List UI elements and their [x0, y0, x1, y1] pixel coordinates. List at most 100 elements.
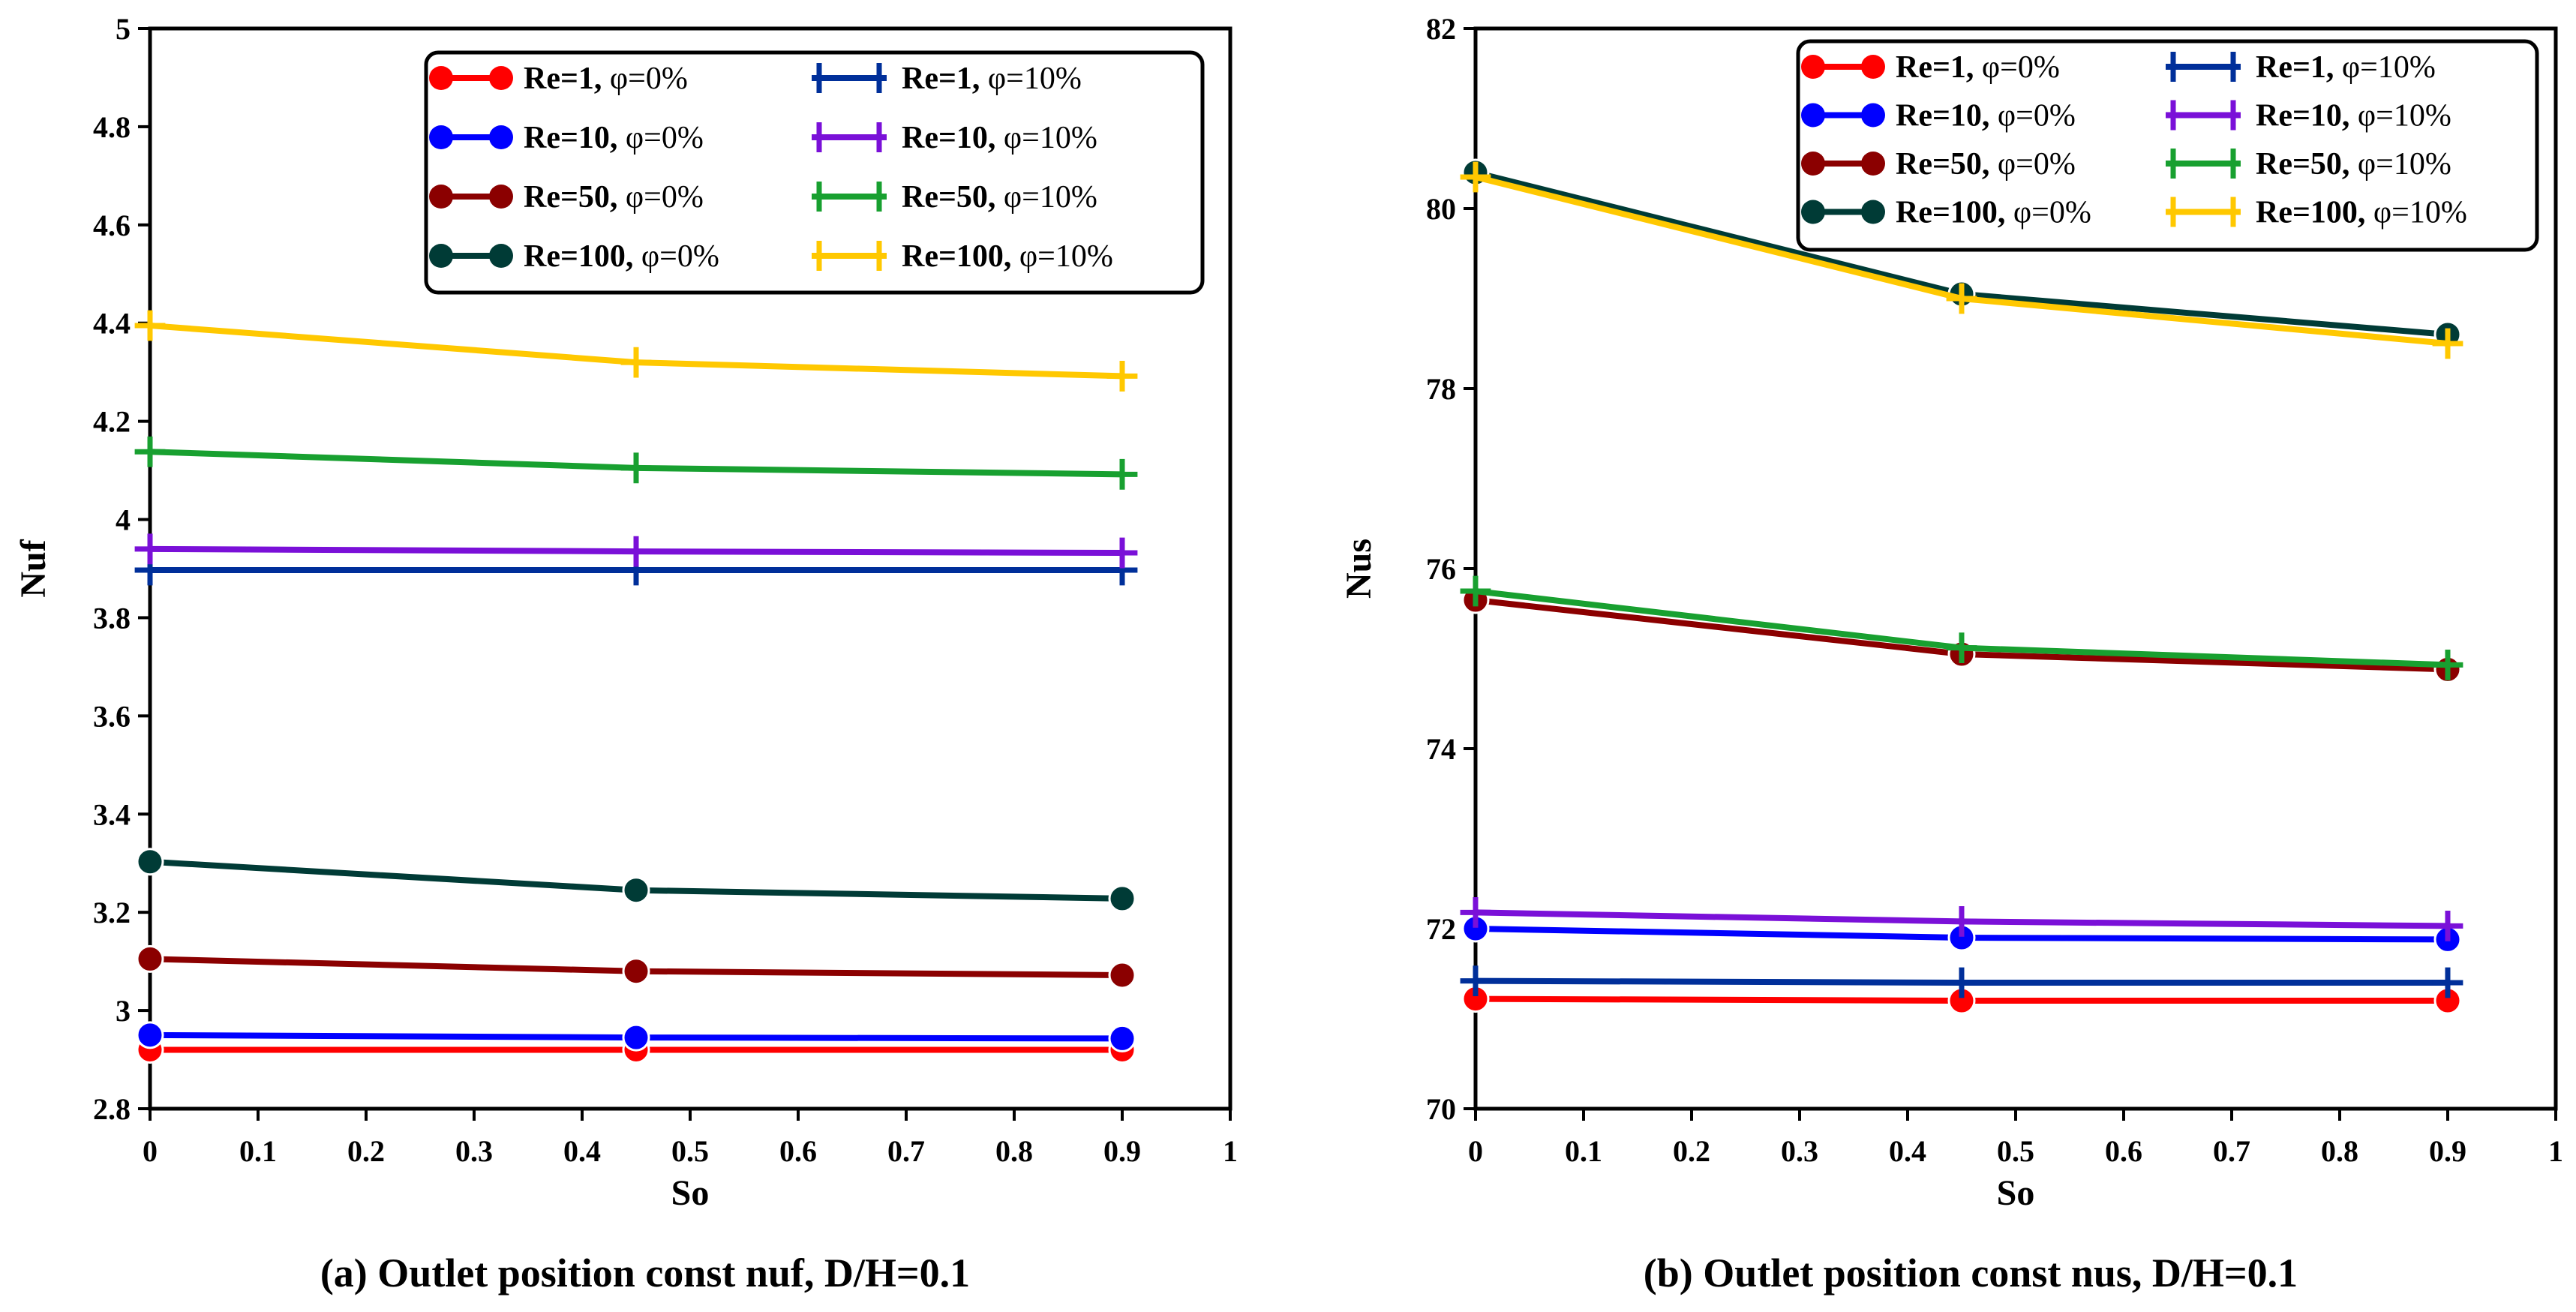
- data-point: [1106, 361, 1138, 392]
- legend-label: Re=1, φ=10%: [2256, 50, 2436, 85]
- legend-label-re: Re=1,: [2256, 50, 2334, 85]
- x-tick-label: 0.2: [347, 1134, 385, 1168]
- data-point: [1108, 884, 1136, 913]
- series-line: [134, 554, 1138, 586]
- data-point: [2432, 328, 2463, 359]
- legend-label-phi: φ=0%: [617, 180, 703, 215]
- legend-label: Re=1, φ=10%: [902, 62, 1082, 96]
- legend-entry: Re=1, φ=0%: [1801, 50, 2060, 85]
- y-tick-label: 4.4: [93, 307, 131, 341]
- x-tick-label: 0.6: [779, 1134, 817, 1168]
- legend-marker: [429, 244, 453, 268]
- y-tick-label: 4.6: [93, 209, 131, 242]
- legend-label-phi: φ=10%: [2349, 147, 2451, 182]
- legend-box: [1796, 39, 2539, 252]
- y-axis-label: Nuf: [14, 539, 53, 597]
- x-tick-label: 1: [1223, 1134, 1238, 1168]
- y-tick-label: 3.8: [93, 601, 131, 635]
- legend-label: Re=50, φ=0%: [524, 180, 704, 215]
- legend-label-re: Re=10,: [2256, 99, 2349, 134]
- legend-label-phi: φ=10%: [2334, 50, 2435, 85]
- legend-marker: [429, 185, 453, 209]
- legend-label-re: Re=10,: [902, 121, 995, 155]
- legend-label: Re=100, φ=10%: [2256, 196, 2467, 230]
- legend-marker: [429, 125, 453, 149]
- series-line: [134, 533, 1138, 569]
- y-tick-label: 3.6: [93, 699, 131, 733]
- legend-entry: Re=100, φ=0%: [1801, 196, 2091, 230]
- legend-marker: [1801, 152, 1825, 176]
- legend-label-phi: φ=10%: [995, 180, 1097, 215]
- y-tick-label: 3.4: [93, 797, 131, 831]
- legend-label: Re=1, φ=0%: [1896, 50, 2060, 85]
- legend-label-re: Re=10,: [1896, 99, 1989, 134]
- data-point: [620, 536, 652, 567]
- legend-marker: [489, 244, 513, 268]
- chart-caption: (a) Outlet position const nuf, D/H=0.1: [320, 1250, 970, 1295]
- data-point: [2432, 911, 2463, 941]
- legend-label-re: Re=100,: [524, 239, 633, 274]
- x-tick-label: 0.7: [887, 1134, 925, 1168]
- legend-label-phi: φ=0%: [1989, 99, 2075, 134]
- data-point: [134, 310, 166, 341]
- data-point: [1106, 458, 1138, 490]
- legend-label-phi: φ=10%: [2365, 196, 2466, 230]
- legend-label: Re=100, φ=0%: [524, 239, 719, 274]
- legend-entry: Re=1, φ=0%: [429, 62, 688, 96]
- data-point: [620, 452, 652, 484]
- data-point: [1946, 632, 1977, 663]
- y-tick-label: 80: [1426, 192, 1456, 226]
- y-tick-label: 3.2: [93, 896, 131, 929]
- legend-label: Re=10, φ=10%: [2256, 99, 2451, 134]
- y-tick-label: 4: [116, 503, 131, 537]
- legend-label-re: Re=1,: [1896, 50, 1974, 85]
- y-tick-label: 78: [1426, 372, 1456, 406]
- data-point: [1946, 906, 1977, 937]
- x-tick-label: 0.5: [671, 1134, 709, 1168]
- y-tick-label: 74: [1426, 732, 1456, 766]
- legend: Re=1, φ=0%Re=10, φ=0%Re=50, φ=0%Re=100, …: [424, 50, 1205, 295]
- data-point: [136, 944, 164, 973]
- x-tick-label: 0.6: [2105, 1134, 2142, 1168]
- legend-label-phi: φ=0%: [1974, 50, 2059, 85]
- legend-marker: [1801, 55, 1825, 79]
- x-tick-label: 0.9: [1103, 1134, 1141, 1168]
- legend-entry: Re=50, φ=10%: [2166, 147, 2451, 182]
- x-tick-label: 0.8: [995, 1134, 1033, 1168]
- legend-label-re: Re=100,: [2256, 196, 2365, 230]
- legend-label: Re=10, φ=10%: [902, 121, 1097, 155]
- legend-marker: [1861, 55, 1885, 79]
- data-point: [1108, 1024, 1136, 1052]
- legend-label-phi: φ=10%: [980, 62, 1081, 96]
- legend-label-phi: φ=10%: [995, 121, 1097, 155]
- x-tick-label: 0.9: [2429, 1134, 2466, 1168]
- legend-label: Re=10, φ=0%: [1896, 99, 2076, 134]
- series-line: [134, 436, 1138, 490]
- legend-entry: Re=1, φ=10%: [2166, 50, 2436, 85]
- data-point: [134, 533, 166, 565]
- legend-entry: Re=50, φ=0%: [429, 180, 704, 215]
- legend-label-phi: φ=10%: [2349, 99, 2451, 134]
- legend-entry: Re=10, φ=0%: [429, 121, 704, 155]
- y-axis-label: Nus: [1339, 539, 1379, 599]
- legend-label: Re=100, φ=0%: [1896, 196, 2091, 230]
- x-tick-label: 0.2: [1673, 1134, 1710, 1168]
- x-tick-label: 0.7: [2213, 1134, 2250, 1168]
- legend-entry: Re=100, φ=10%: [2166, 196, 2467, 230]
- legend-label-phi: φ=0%: [617, 121, 703, 155]
- y-tick-label: 82: [1426, 12, 1456, 46]
- legend-label-phi: φ=10%: [1011, 239, 1112, 274]
- chart-caption: (b) Outlet position const nus, D/H=0.1: [1644, 1250, 2298, 1295]
- data-point: [1106, 537, 1138, 569]
- x-tick-label: 0.4: [563, 1134, 601, 1168]
- x-tick-label: 1: [2548, 1134, 2563, 1168]
- legend-label-phi: φ=0%: [602, 62, 687, 96]
- x-tick-label: 0.1: [239, 1134, 277, 1168]
- x-tick-label: 0: [143, 1134, 158, 1168]
- x-tick-label: 0.1: [1565, 1134, 1602, 1168]
- legend-entry: Re=100, φ=10%: [812, 239, 1113, 274]
- legend-marker: [489, 66, 513, 90]
- data-point: [1460, 161, 1491, 193]
- series-line: [1460, 897, 2463, 941]
